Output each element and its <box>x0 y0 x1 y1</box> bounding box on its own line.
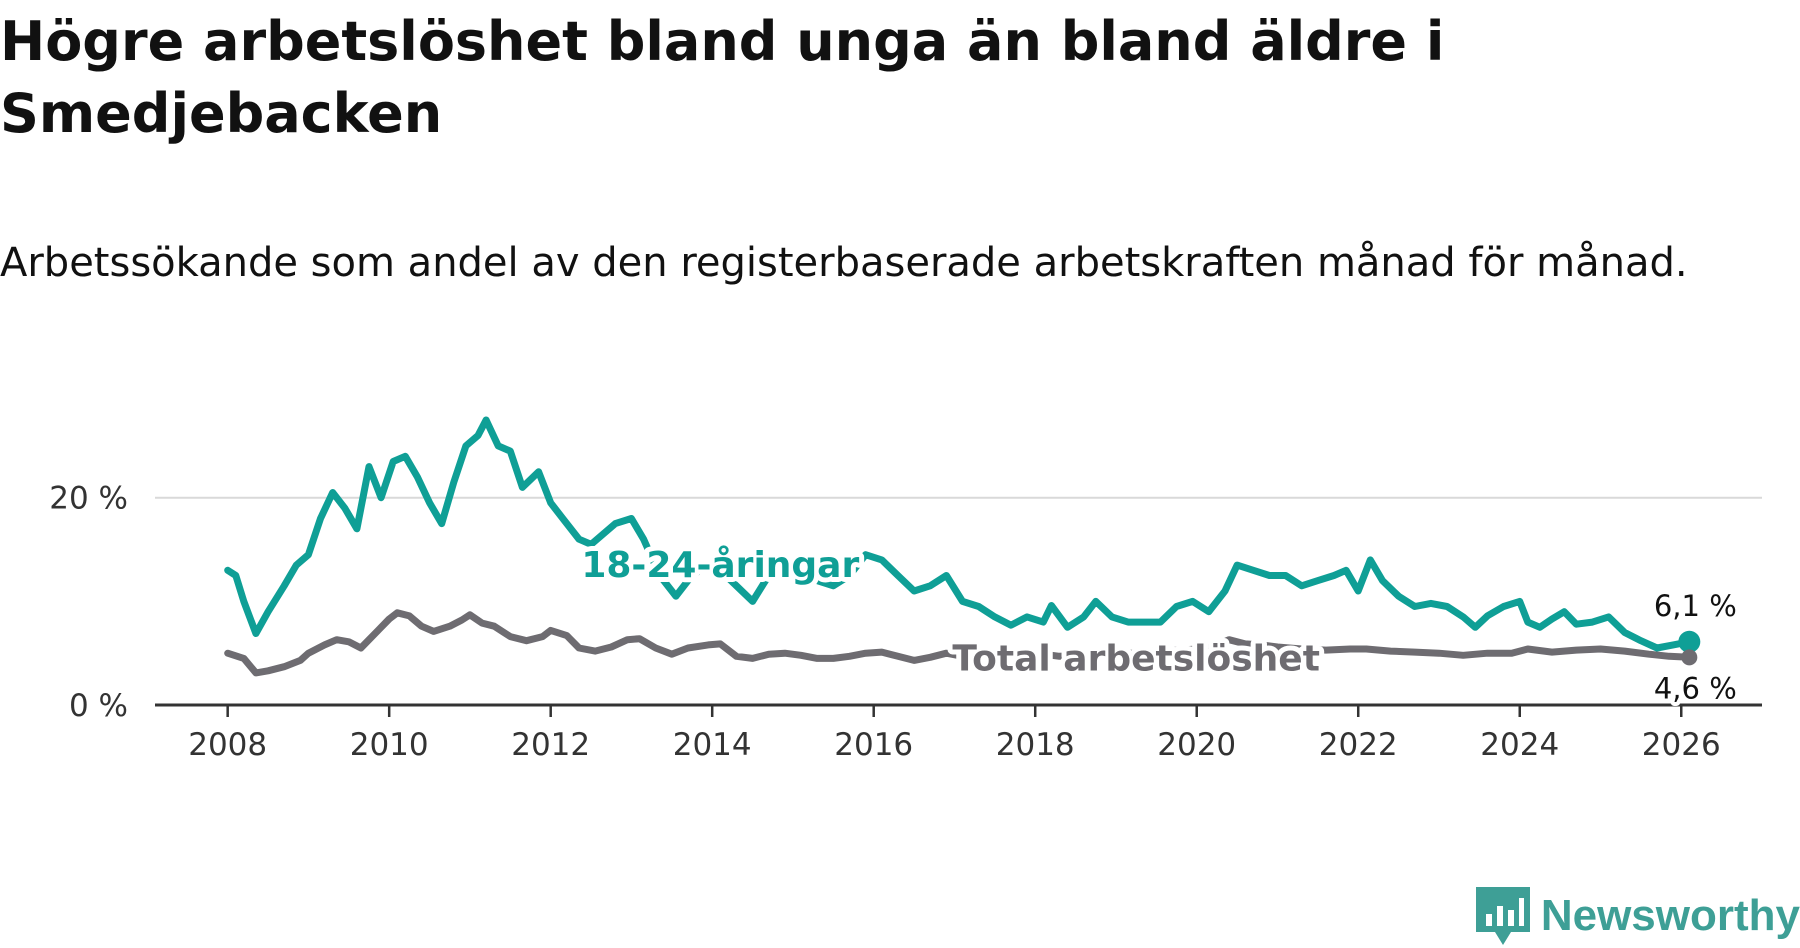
x-tick-label: 2024 <box>1480 727 1559 763</box>
x-tick-label: 2022 <box>1319 727 1398 763</box>
x-tick-label: 2018 <box>996 727 1075 763</box>
x-tick-label: 2012 <box>511 727 590 763</box>
end-label-total: 4,6 % <box>1654 671 1737 705</box>
series-label-youth: 18-24-åringar <box>581 545 859 586</box>
end-label-youth: 6,1 % <box>1654 589 1737 623</box>
x-tick-label: 2010 <box>350 727 429 763</box>
x-tick-label: 2014 <box>673 727 752 763</box>
series-line-total <box>224 609 1693 677</box>
series-end-marker-total <box>1681 649 1698 666</box>
x-tick-label: 2026 <box>1642 727 1721 763</box>
series-label-total: Total arbetslöshet <box>952 638 1320 679</box>
series-end-marker-youth <box>1678 630 1701 653</box>
x-tick-label: 2008 <box>188 727 267 763</box>
x-tick-label: 2016 <box>834 727 913 763</box>
chart-title: Högre arbetslöshet bland unga än bland ä… <box>0 10 1445 145</box>
brand: Newsworthy <box>1473 884 1800 948</box>
series-line-youth <box>224 416 1693 652</box>
chart-subtitle: Arbetssökande som andel av den registerb… <box>0 240 1688 286</box>
y-tick-label: 0 % <box>69 688 128 724</box>
newsworthy-logo-icon <box>1475 887 1530 945</box>
x-tick-label: 2020 <box>1157 727 1236 763</box>
brand-name: Newsworthy <box>1540 891 1800 940</box>
y-tick-label: 20 % <box>49 481 128 517</box>
